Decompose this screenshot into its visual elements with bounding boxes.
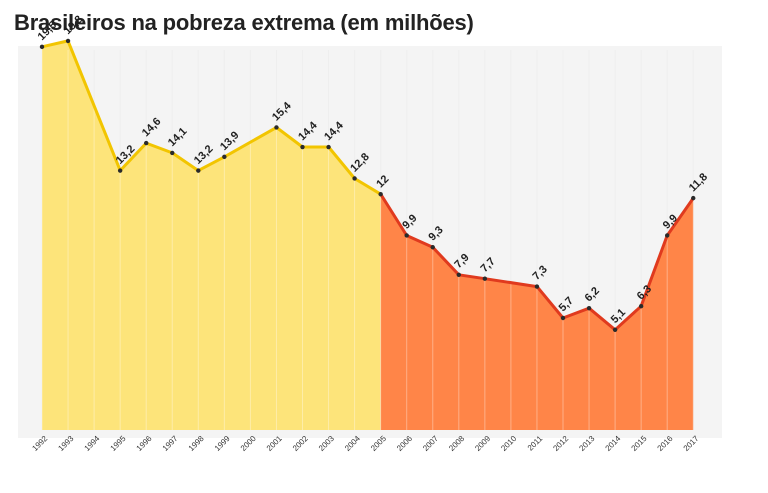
series-lines (41, 39, 695, 332)
area-1992-2005 (42, 40, 381, 431)
data-point-2013 (586, 305, 592, 311)
data-point-2005 (378, 192, 383, 197)
data-point-1992 (39, 44, 45, 50)
data-point-1995 (117, 168, 123, 173)
data-point-2003 (326, 144, 331, 150)
data-label-1993: 19,8 (62, 13, 86, 37)
data-point-2015 (638, 304, 644, 309)
chart-title: Brasileiros na pobreza extrema (em milhõ… (14, 10, 474, 35)
data-point-2007 (430, 245, 435, 250)
data-point-2009 (482, 276, 488, 281)
data-label-1992: 19,5 (36, 19, 60, 43)
data-point-1993 (65, 38, 71, 44)
data-point-1999 (222, 154, 227, 160)
data-point-2004 (352, 176, 357, 181)
data-points (39, 38, 696, 332)
data-point-2014 (612, 327, 618, 332)
area-2005-2017 (380, 194, 694, 430)
data-point-2011 (534, 284, 540, 289)
data-point-2016 (665, 233, 670, 238)
data-point-1997 (170, 150, 175, 156)
data-point-2008 (456, 272, 461, 277)
data-point-2012 (560, 315, 566, 321)
line-2005-2017 (379, 193, 695, 332)
data-point-2006 (404, 233, 409, 238)
data-point-1996 (144, 140, 149, 146)
line-1992-2005 (41, 39, 382, 196)
area-layers (41, 40, 694, 431)
data-point-2002 (300, 144, 305, 150)
data-point-1998 (196, 168, 201, 173)
data-point-2001 (274, 125, 279, 130)
data-point-2017 (691, 195, 696, 201)
